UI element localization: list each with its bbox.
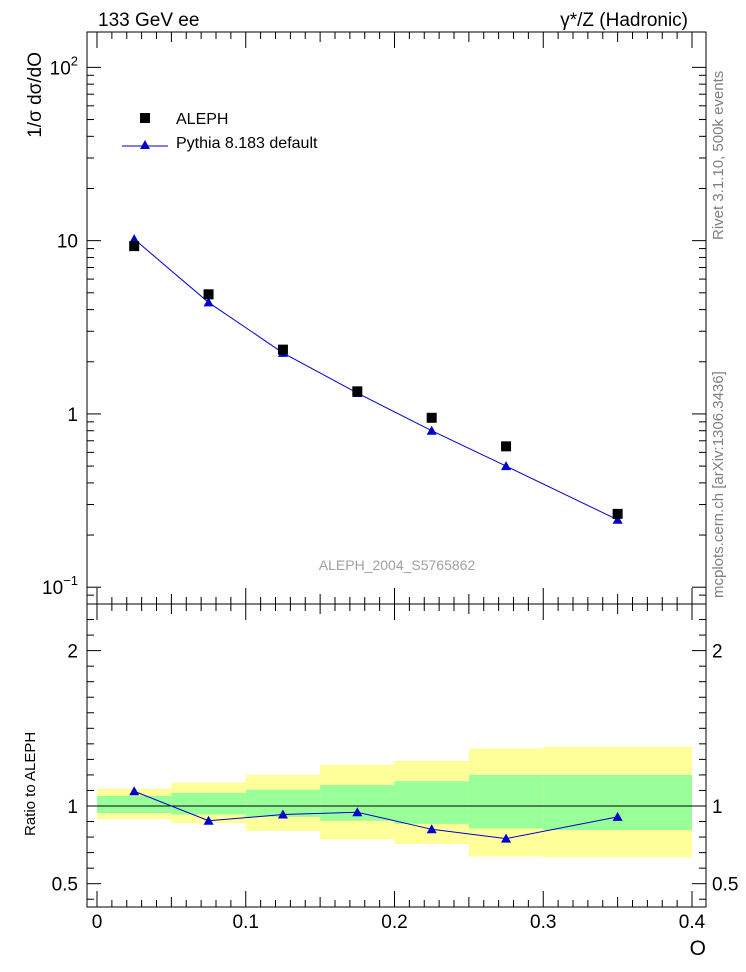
legend-aleph-label: ALEPH (176, 111, 228, 128)
legend-pythia-marker (140, 140, 150, 149)
main-y-axis-label: 1/σ dσ/dO (25, 52, 46, 138)
ratio-pythia-point (612, 811, 623, 821)
ratio-y-tick-label-right: 2 (712, 642, 723, 663)
pythia-point (203, 297, 214, 307)
analysis-watermark: ALEPH_2004_S5765862 (319, 557, 476, 573)
legend-pythia-label: Pythia 8.183 default (176, 135, 318, 152)
aleph-point (203, 289, 214, 300)
ratio-series (129, 786, 623, 843)
aleph-point (426, 412, 437, 423)
main-y-tick-label: 1 (67, 405, 78, 426)
main-y-tick-label: 10 (57, 232, 78, 253)
stat-uncertainty-band (543, 774, 692, 831)
x-tick-label: 0.1 (233, 912, 259, 933)
aleph-point (612, 508, 623, 519)
ratio-pythia-point (426, 824, 437, 834)
ratio-y-tick-label: 2 (67, 642, 78, 663)
ratio-y-tick-label-right: 1 (712, 797, 723, 818)
stat-uncertainty-band (97, 795, 172, 813)
stat-uncertainty-band (468, 774, 544, 829)
ratio-frame (86, 603, 707, 908)
x-tick-label: 0.3 (530, 912, 556, 933)
ratio-y-tick-label: 1 (67, 797, 78, 818)
process-label: γ*/Z (Hadronic) (560, 10, 688, 31)
ratio-y-tick-label: 0.5 (52, 875, 78, 896)
ratio-y-axis-label: Ratio to ALEPH (22, 732, 39, 836)
aleph-point (277, 344, 288, 355)
aleph-point (129, 241, 140, 252)
pythia-line (133, 238, 618, 521)
stat-uncertainty-band (394, 781, 469, 824)
pythia-point (426, 425, 437, 435)
ratio-bands (87, 746, 706, 858)
pythia-point (501, 461, 512, 471)
pythia-point (612, 514, 623, 524)
x-tick-label: 0.2 (381, 912, 407, 933)
ratio-pythia-point (352, 807, 363, 817)
ratio-pythia-point (277, 809, 288, 819)
main-series (129, 234, 623, 524)
aleph-point (352, 386, 363, 397)
main-y-tick-label: 10−1 (42, 573, 78, 599)
ratio-pythia-point (501, 833, 512, 843)
aleph-point (501, 441, 512, 452)
ratio-pythia-point (203, 815, 214, 825)
energy-label: 133 GeV ee (98, 10, 199, 31)
main-y-tick-label: 102 (50, 53, 78, 79)
pythia-point (129, 234, 140, 244)
legend-aleph-marker (140, 113, 150, 123)
x-axis-label: O (690, 937, 706, 960)
x-tick-label: 0.4 (679, 912, 706, 933)
stat-uncertainty-band (171, 792, 246, 815)
ratio-ticks: 0.5 0.5 1 1 2 2 0 0.1 0.2 0.3 0.4 (52, 604, 738, 933)
ratio-pythia-point (129, 786, 140, 796)
legend: ALEPH Pythia 8.183 default (122, 111, 318, 152)
x-tick-label: 0 (92, 912, 103, 933)
rivet-label: Rivet 3.1.10, 500k events (710, 71, 727, 240)
ratio-y-tick-label-right: 0.5 (712, 875, 738, 896)
mcplots-label: mcplots.cern.ch [arXiv:1306.3436] (710, 371, 727, 598)
